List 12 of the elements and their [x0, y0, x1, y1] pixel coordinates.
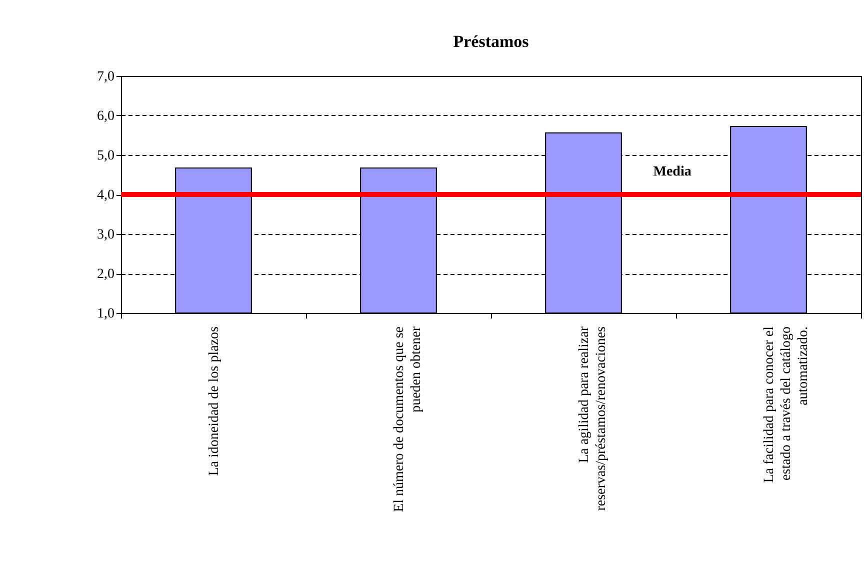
y-tick-label: 4,0 [97, 188, 114, 203]
y-tick-label: 2,0 [97, 267, 114, 282]
y-tick-label: 3,0 [97, 228, 114, 242]
y-tick-label: 7,0 [97, 70, 114, 84]
x-tick-label: La idoneidad de los plazos [207, 326, 222, 476]
ref-line-label: Media [653, 164, 692, 180]
y-tick-label: 6,0 [97, 109, 114, 124]
y-tick-label: 1,0 [97, 306, 114, 322]
x-tick-label: El número de documentos que se pueden obtener [392, 326, 424, 512]
x-tick-label: La facilidad para conocer el estado a través del catálogo automatizado. [762, 326, 811, 483]
y-tick-label: 5,0 [97, 148, 114, 164]
chart-title: Préstamos [453, 32, 530, 51]
